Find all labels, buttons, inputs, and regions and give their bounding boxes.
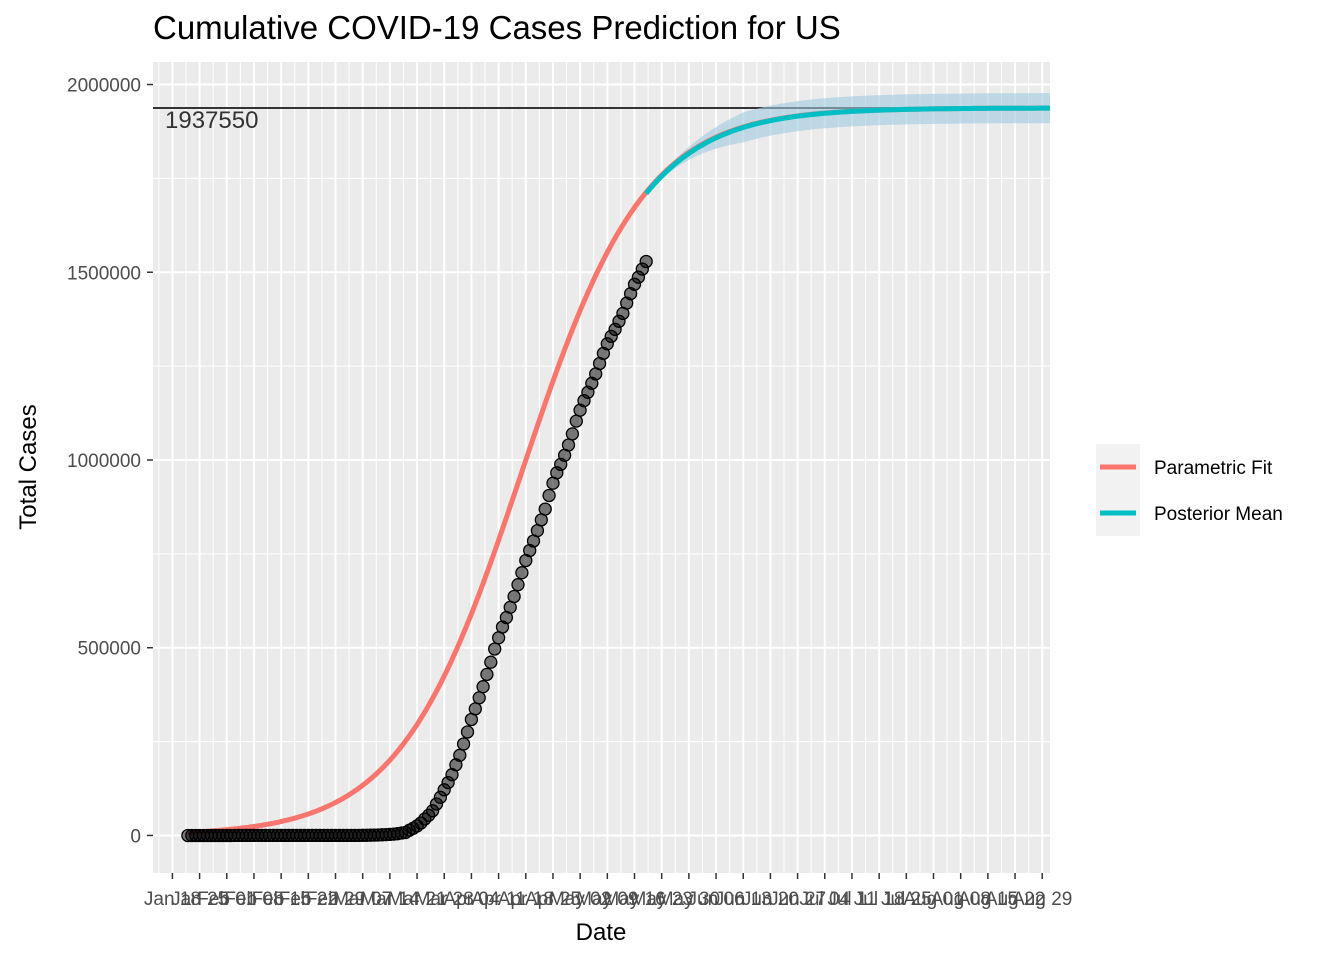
x-tick-label: Aug 15: [958, 889, 1018, 910]
major-grid-x: [171, 62, 1044, 873]
x-tick-label: Mar 07: [333, 889, 392, 910]
observed-points: [181, 254, 653, 843]
hline-label: 1937550: [165, 107, 258, 134]
x-tick-label: Jun 20: [742, 889, 799, 910]
hline-group: 1937550: [153, 106, 1050, 134]
plot-series: [187, 93, 1051, 835]
x-tick-label: Jan 18: [144, 889, 201, 910]
x-tick-label: Mar 28: [415, 889, 474, 910]
chart-title: Cumulative COVID-19 Cases Prediction for…: [153, 9, 841, 46]
minor-grid-x: [158, 62, 1030, 873]
series-line-posterior-mean: [644, 105, 1051, 196]
posterior-band: [646, 93, 1050, 194]
data-point: [456, 737, 471, 751]
legend-label: Posterior Mean: [1154, 504, 1283, 525]
data-point: [484, 655, 498, 669]
x-tick-label: Jan 25: [171, 889, 228, 910]
data-point: [569, 414, 583, 428]
data-point: [488, 642, 502, 656]
y-tick-label: 500000: [78, 639, 141, 660]
data-point: [460, 725, 475, 739]
data-point: [561, 438, 576, 452]
data-point: [538, 502, 552, 516]
y-axis-title: Total Cases: [15, 404, 42, 529]
data-point: [476, 680, 490, 694]
x-tick-label: Feb 22: [279, 889, 338, 910]
legend: Parametric Fit Posterior Mean: [1096, 444, 1283, 536]
x-tick-label: Aug 22: [985, 889, 1045, 910]
x-tick-label: Aug 01: [903, 889, 963, 910]
x-tick-label: May 16: [603, 889, 665, 910]
x-tick-label: Feb 15: [252, 889, 311, 910]
x-tick-label: Mar 14: [360, 889, 420, 910]
x-tick-label: Feb 08: [224, 889, 283, 910]
x-tick-label: Feb 01: [197, 889, 256, 910]
x-tick-label: Jul 11: [827, 889, 876, 910]
data-point: [480, 667, 494, 682]
x-axis-title: Date: [576, 919, 627, 946]
y-tick-label: 1000000: [67, 451, 141, 472]
data-point: [453, 748, 467, 762]
x-tick-label: May 30: [658, 889, 720, 910]
major-grid-y: [153, 83, 1050, 837]
x-tick-label: Jun 06: [688, 889, 745, 910]
data-point: [515, 566, 529, 580]
x-tick-label: Apr 11: [471, 889, 526, 910]
y-tick-label: 0: [130, 826, 141, 847]
x-tick-label: Jul 04: [799, 889, 850, 910]
data-point: [507, 589, 521, 604]
x-tick-label: Aug 08: [931, 889, 991, 910]
x-tick-label: Mar 21: [387, 889, 446, 910]
data-point: [472, 691, 486, 705]
x-tick-label: Jun 13: [715, 889, 772, 910]
data-point: [639, 254, 653, 269]
x-tick-label: Apr 04: [443, 889, 499, 910]
x-tick-label: Aug 29: [1012, 889, 1072, 910]
data-point: [565, 427, 580, 441]
x-tick-label: May 23: [631, 889, 693, 910]
x-tick-label: Apr 18: [498, 889, 554, 910]
data-point: [542, 488, 556, 503]
x-tick-label: May 09: [576, 889, 638, 910]
x-tick-label: Jul 18: [854, 889, 905, 910]
x-tick-label: Jul 25: [881, 889, 932, 910]
plot-panel: [153, 62, 1050, 873]
x-tick-label: Apr 25: [525, 889, 581, 910]
y-tick-label: 2000000: [67, 76, 141, 97]
x-tick-label: May 02: [549, 889, 611, 910]
x-tick-label: Jun 27: [769, 889, 826, 910]
data-point: [468, 702, 482, 716]
y-tick-label: 1500000: [67, 263, 141, 284]
legend-label: Parametric Fit: [1154, 458, 1273, 479]
y-axis: 0 500000 1000000 1500000 2000000: [67, 76, 153, 847]
data-point: [511, 578, 525, 592]
x-tick-label: Feb 29: [306, 889, 365, 910]
